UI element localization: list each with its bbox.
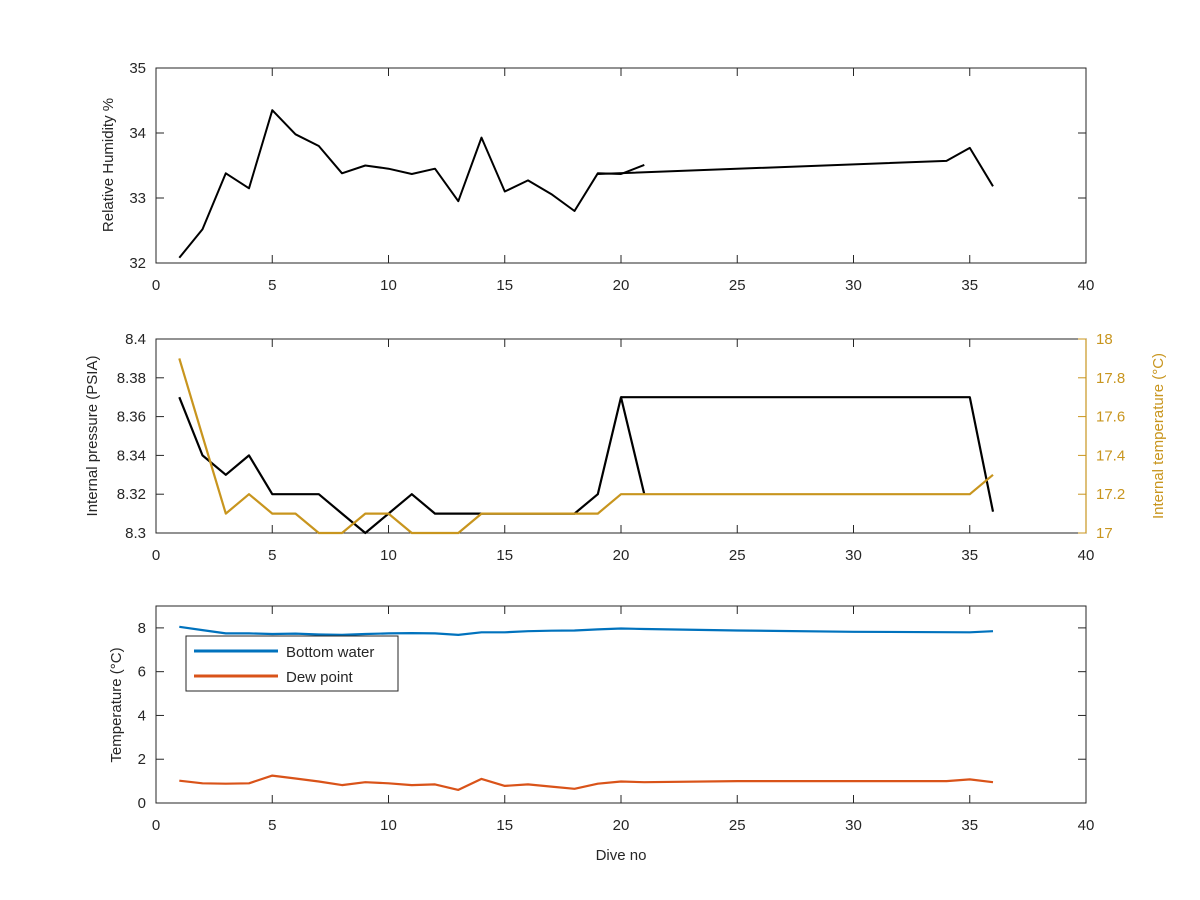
humidity-line-b xyxy=(597,146,994,187)
x-tick-label: 5 xyxy=(268,817,276,834)
x-tick-label: 20 xyxy=(613,817,630,834)
pressure-left-y-axis: 8.3 8.32 8.34 8.36 8.38 8.4 xyxy=(117,331,164,542)
y-tick-label: 32 xyxy=(129,255,146,272)
temperature-y2-axis-label: Internal temperature (°C) xyxy=(1150,353,1167,519)
x-tick-label: 20 xyxy=(613,547,630,564)
y-tick-label: 8.32 xyxy=(117,486,146,503)
pressure-series xyxy=(178,358,995,535)
temperature-series xyxy=(179,625,994,792)
y2-tick-label: 17.4 xyxy=(1096,447,1125,464)
y-tick-label: 8.36 xyxy=(117,409,146,426)
x-tick-label: 40 xyxy=(1078,817,1095,834)
x-tick-label: 30 xyxy=(845,817,862,834)
x-tick-label: 30 xyxy=(845,547,862,564)
humidity-line-a xyxy=(178,109,645,259)
x-tick-label: 0 xyxy=(152,547,160,564)
pressure-panel: 0 5 10 15 20 25 30 35 40 8.38.328.348.368.388.4 … xyxy=(84,331,1167,564)
x-tick-label: 0 xyxy=(152,817,160,834)
x-axis-label: Dive no xyxy=(596,847,647,864)
y-tick-label: 33 xyxy=(129,190,146,207)
humidity-x-axis: 0 5 10 15 20 25 30 35 40 xyxy=(152,68,1095,294)
x-tick-label: 40 xyxy=(1078,277,1095,294)
humidity-y-axis-label: Relative Humidity % xyxy=(100,98,117,232)
x-tick-label: 30 xyxy=(845,277,862,294)
x-tick-label: 5 xyxy=(268,277,276,294)
legend-label-dew-point: Dew point xyxy=(286,669,354,686)
y-tick-label: 8 xyxy=(138,620,146,637)
x-tick-label: 10 xyxy=(380,817,397,834)
x-tick-label: 25 xyxy=(729,547,746,564)
legend: Bottom water Dew point xyxy=(185,635,399,692)
pressure-x-axis: 0 5 10 15 20 25 30 35 40 xyxy=(152,339,1095,564)
y-tick-label: 35 xyxy=(129,60,146,77)
pressure-right-y-axis: 17 17.2 17.4 17.6 17.8 18 xyxy=(1078,331,1125,542)
x-tick-label: 15 xyxy=(496,817,513,834)
y2-tick-label: 17.8 xyxy=(1096,370,1125,387)
bottom-water-line xyxy=(179,625,994,637)
humidity-panel: 0 5 10 15 20 25 30 35 40 32 33 34 35 Relative Humid… xyxy=(100,60,1094,294)
y-tick-label: 34 xyxy=(129,125,146,142)
y-tick-label: 2 xyxy=(138,751,146,768)
x-tick-label: 20 xyxy=(613,277,630,294)
y2-tick-label: 18 xyxy=(1096,331,1113,348)
pressure-line-b xyxy=(621,396,995,512)
pressure-y-axis-label: Internal pressure (PSIA) xyxy=(84,356,101,517)
y-tick-label: 0 xyxy=(138,795,146,812)
humidity-y-axis: 32 33 34 35 xyxy=(129,60,1086,272)
x-tick-label: 10 xyxy=(380,547,397,564)
y-tick-label: 8.3 xyxy=(125,525,146,542)
x-tick-label: 10 xyxy=(380,277,397,294)
y-tick-label: 6 xyxy=(138,664,146,681)
x-tick-label: 40 xyxy=(1078,547,1095,564)
temperature-y-axis: 0 2 4 6 8 xyxy=(138,620,1086,812)
humidity-plot-area xyxy=(155,67,1087,264)
y-tick-label: 8.34 xyxy=(117,447,146,464)
x-tick-label: 15 xyxy=(496,547,513,564)
x-tick-label: 35 xyxy=(961,547,978,564)
x-tick-label: 0 xyxy=(152,277,160,294)
legend-box xyxy=(185,635,399,692)
y2-tick-label: 17.2 xyxy=(1096,486,1125,503)
x-tick-label: 25 xyxy=(729,277,746,294)
y-tick-label: 8.4 xyxy=(125,331,146,348)
x-tick-label: 5 xyxy=(268,547,276,564)
x-tick-label: 35 xyxy=(961,817,978,834)
humidity-series xyxy=(178,109,994,259)
pressure-plot-area xyxy=(155,338,1087,534)
dew-point-line xyxy=(179,774,994,792)
x-tick-label: 35 xyxy=(961,277,978,294)
internal-temperature-line xyxy=(178,358,994,535)
temperature-x-axis: 0 5 10 15 20 25 30 35 40 xyxy=(152,606,1095,834)
legend-label-bottom-water: Bottom water xyxy=(286,644,374,661)
y2-tick-label: 17.6 xyxy=(1096,409,1125,426)
x-tick-label: 15 xyxy=(496,277,513,294)
y2-tick-label: 17 xyxy=(1096,525,1113,542)
x-tick-label: 25 xyxy=(729,817,746,834)
y-tick-label: 8.38 xyxy=(117,370,146,387)
temperature-y-axis-label: Temperature (°C) xyxy=(108,647,125,762)
y-tick-label: 4 xyxy=(138,707,146,724)
